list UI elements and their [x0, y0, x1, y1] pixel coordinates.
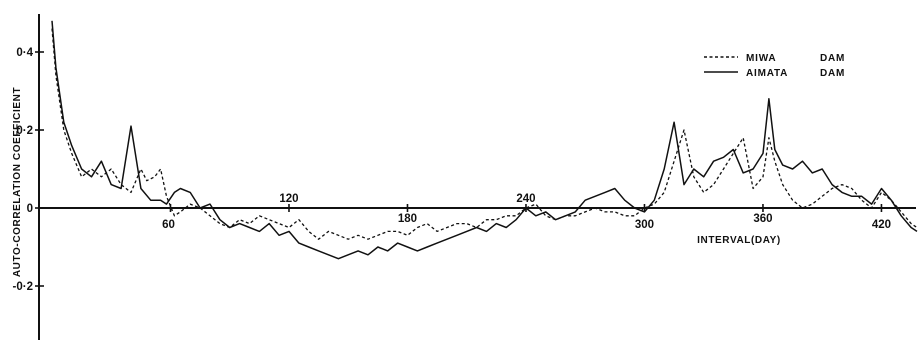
series-layer [51, 20, 918, 260]
x-tick-label: 180 [398, 213, 417, 225]
legend-aimata-label: AIMATA DAM [746, 68, 845, 79]
x-tick-label: 240 [516, 193, 535, 205]
y-tick-label: -0·2 [13, 281, 33, 293]
x-tick-label: 420 [872, 219, 891, 231]
x-tick-label: 360 [753, 213, 772, 225]
y-axis-title: AUTO-CORRELATION COEFFICIENT [12, 87, 23, 277]
x-tick-label: 300 [635, 219, 654, 231]
axes: 0·4 0·2 0 -0·2 60 120 180 240 300 360 420 INTERVAL(… [12, 14, 916, 340]
x-tick-label: 120 [279, 193, 298, 205]
legend-miwa-label: MIWA DAM [746, 53, 845, 64]
y-tick-label: 0·2 [16, 125, 33, 137]
x-tick-label: 60 [162, 219, 175, 231]
series-aimata-dam-line [51, 20, 918, 260]
series-miwa-dam-line [51, 28, 918, 240]
y-tick-label: 0 [27, 203, 33, 215]
y-tick-label: 0·4 [16, 47, 33, 59]
legend: MIWA DAM AIMATA DAM [704, 53, 845, 79]
x-axis-title: INTERVAL(DAY) [697, 235, 781, 246]
